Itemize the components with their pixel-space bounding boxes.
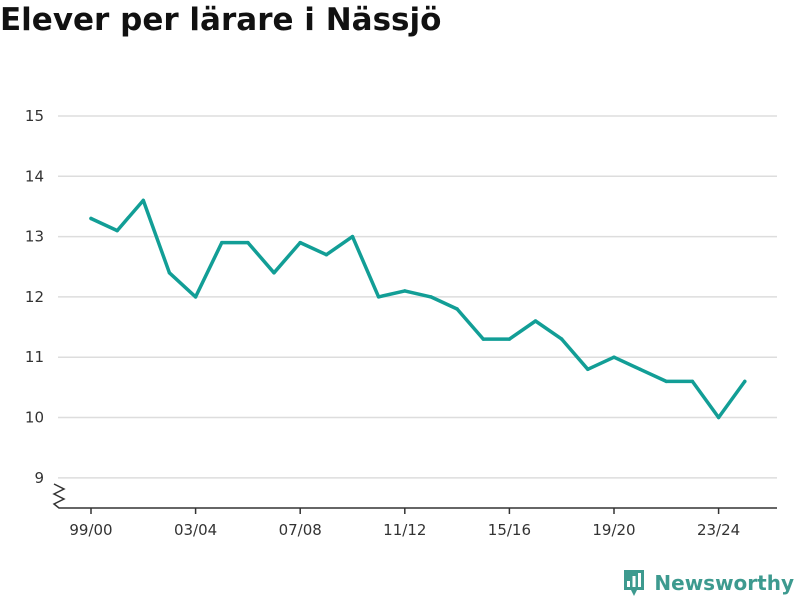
data-point [716, 415, 721, 420]
brand-name: Newsworthy [654, 571, 794, 595]
gridlines [58, 115, 777, 479]
data-point [376, 295, 381, 299]
y-tick-label: 12 [25, 288, 44, 306]
y-tick-label: 11 [25, 348, 44, 366]
data-point [455, 307, 459, 311]
brand: Newsworthy [622, 568, 794, 598]
y-tick-label: 14 [25, 167, 44, 185]
newsworthy-logo-icon [624, 570, 645, 596]
data-point [560, 337, 564, 341]
data-point [350, 234, 355, 239]
data-point [586, 367, 590, 371]
data-point [272, 271, 276, 275]
y-tick-label: 13 [25, 228, 44, 246]
x-axis-ticks: 99/00 03/04 07/08 11/12 15/16 19/20 23/24 [69, 508, 740, 539]
data-point [220, 240, 224, 245]
x-tick-label: 11/12 [383, 521, 426, 539]
x-tick-label: 23/24 [697, 521, 740, 539]
data-point [743, 379, 747, 384]
chart-title: Elever per lärare i Nässjö [0, 2, 442, 38]
series-line-0 [89, 198, 747, 420]
x-tick-label: 15/16 [488, 521, 531, 539]
data-point [298, 240, 302, 245]
data-point [429, 295, 433, 299]
series-lines [89, 198, 747, 420]
data-point [89, 216, 93, 221]
x-tick-label: 99/00 [69, 521, 112, 539]
data-point [481, 337, 485, 341]
data-point [690, 379, 695, 384]
data-point [612, 355, 616, 359]
data-point [193, 295, 198, 299]
data-point [141, 198, 145, 203]
x-axis [52, 483, 777, 509]
data-point [533, 319, 538, 323]
y-axis-ticks: 9 10 11 12 13 14 15 [25, 107, 44, 487]
x-tick-label: 07/08 [279, 521, 322, 539]
data-point [115, 228, 119, 233]
data-point [638, 367, 642, 371]
data-point [507, 337, 512, 341]
axis-break-mark [52, 483, 66, 509]
data-point [324, 253, 329, 257]
y-tick-label: 9 [34, 469, 44, 487]
data-point [403, 289, 407, 293]
x-tick-label: 03/04 [174, 521, 217, 539]
data-point [167, 271, 172, 275]
y-tick-label: 10 [25, 409, 44, 427]
data-point [664, 379, 668, 384]
x-tick-label: 19/20 [592, 521, 635, 539]
y-tick-label: 15 [25, 107, 44, 125]
data-point [246, 240, 250, 245]
